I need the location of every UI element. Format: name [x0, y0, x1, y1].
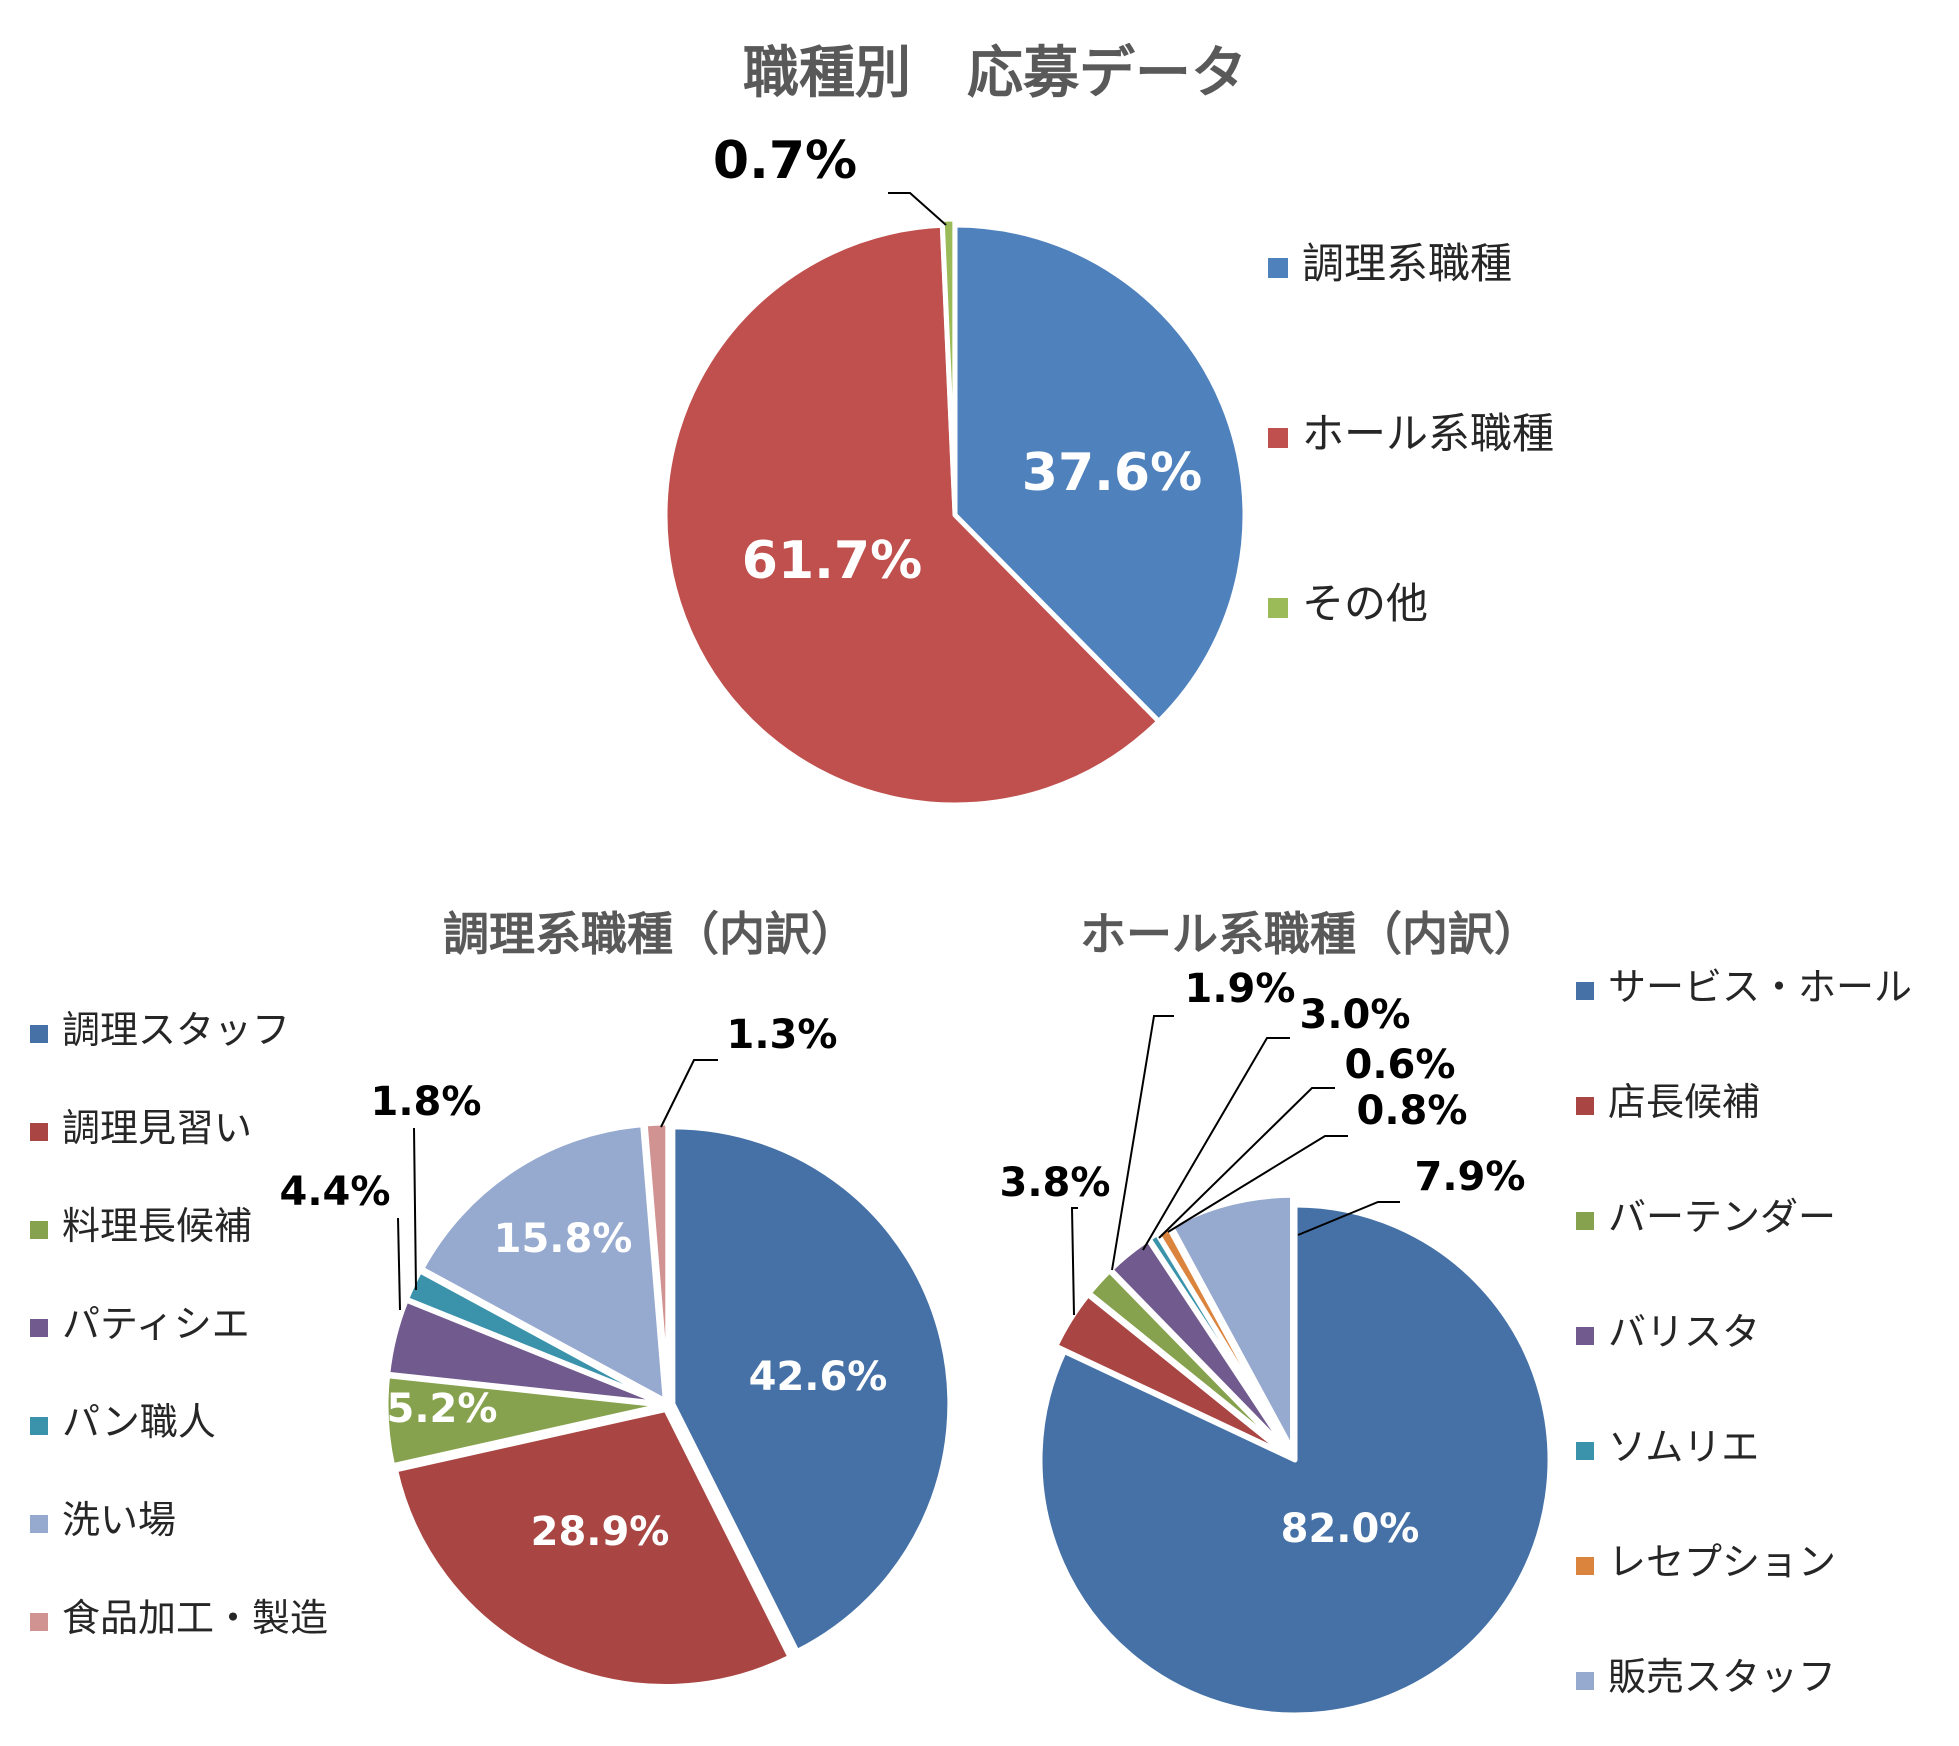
legend-label-3: その他	[1302, 579, 1428, 628]
legend-swatch-1	[30, 1025, 48, 1043]
legend-label-5: ソムリエ	[1608, 1425, 1759, 1469]
legend-label-4: パティシエ	[62, 1302, 250, 1346]
pie-slice-1	[952, 222, 1248, 724]
data-label-1: 37.6%	[1022, 443, 1202, 503]
chart-kitchen-title: 調理系職種（内訳）	[443, 907, 857, 961]
legend-label-6: レセプション	[1608, 1540, 1836, 1584]
data-label-6: 0.8%	[1357, 1088, 1468, 1134]
data-label-3: 1.9%	[1185, 966, 1296, 1012]
leader-line-3	[888, 192, 947, 226]
chart-hall-title: ホール系職種（内訳）	[1080, 907, 1540, 961]
leader-line-7	[660, 1059, 718, 1128]
chart-kitchen: 調理系職種（内訳） 42.6% 28.9% 5.2% 4.4% 1.8% 15.8% 1.3…	[30, 907, 953, 1689]
legend-label-5: パン職人	[62, 1400, 216, 1444]
legend-swatch-6	[30, 1515, 48, 1533]
legend-label-7: 食品加工・製造	[62, 1596, 328, 1640]
legend-swatch-7	[1576, 1672, 1594, 1690]
chart-hall-slices	[1037, 1192, 1553, 1718]
legend-swatch-2	[1268, 428, 1288, 448]
legend-swatch-5	[1576, 1442, 1594, 1460]
legend-swatch-2	[1576, 1097, 1594, 1115]
pie-slice-1	[1037, 1202, 1553, 1718]
legend-label-7: 販売スタッフ	[1608, 1655, 1836, 1699]
legend-label-3: 料理長候補	[62, 1204, 252, 1248]
leader-line-5	[1158, 1087, 1335, 1239]
leader-line-2	[1070, 1207, 1078, 1316]
chart-kitchen-slices	[383, 1120, 953, 1689]
pie-slice-7	[1168, 1192, 1296, 1453]
data-label-1: 82.0%	[1281, 1506, 1420, 1552]
legend-swatch-5	[30, 1417, 48, 1435]
data-label-4: 4.4%	[280, 1169, 391, 1215]
legend-swatch-3	[1268, 598, 1288, 618]
data-label-3: 5.2%	[387, 1386, 498, 1432]
legend-swatch-1	[1268, 258, 1288, 278]
data-label-7: 7.9%	[1415, 1154, 1526, 1200]
data-label-2: 28.9%	[531, 1509, 670, 1555]
legend-label-1: 調理系職種	[1302, 239, 1512, 288]
legend-swatch-7	[30, 1613, 48, 1631]
legend-label-6: 洗い場	[62, 1498, 176, 1542]
pie-slice-7	[642, 1120, 671, 1403]
leader-line-6	[1167, 1135, 1348, 1233]
pie-slice-5	[404, 1268, 666, 1406]
data-label-2: 61.7%	[742, 531, 922, 591]
pie-slice-6	[419, 1122, 668, 1404]
chart-main-slices	[662, 216, 1248, 808]
data-label-5: 1.8%	[371, 1079, 482, 1125]
data-label-6: 15.8%	[494, 1216, 633, 1262]
pie-slice-2	[393, 1407, 793, 1689]
data-label-4: 3.0%	[1300, 992, 1411, 1038]
pie-slice-6	[1154, 1224, 1293, 1454]
leader-line-7	[1297, 1201, 1400, 1236]
pie-slice-3	[939, 216, 958, 512]
legend-swatch-4	[30, 1319, 48, 1337]
legend-swatch-6	[1576, 1557, 1594, 1575]
data-label-1: 42.6%	[749, 1354, 888, 1400]
pie-slice-2	[662, 222, 1162, 808]
data-label-5: 0.6%	[1345, 1042, 1456, 1088]
legend-swatch-3	[1576, 1212, 1594, 1230]
legend-swatch-2	[30, 1123, 48, 1141]
data-label-2: 3.8%	[1000, 1160, 1111, 1206]
legend-label-2: 調理見習い	[62, 1106, 252, 1150]
legend-label-1: サービス・ホール	[1608, 965, 1912, 1009]
chart-main-title: 職種別 応募データ	[743, 41, 1247, 106]
legend-swatch-4	[1576, 1327, 1594, 1345]
legend-label-1: 調理スタッフ	[62, 1008, 290, 1052]
leader-line-3	[1111, 1015, 1174, 1271]
chart-main-labels: 37.6% 61.7% 0.7%	[713, 131, 1202, 591]
leader-line-4	[397, 1217, 401, 1311]
legend-swatch-3	[30, 1221, 48, 1239]
legend-label-4: バリスタ	[1608, 1310, 1760, 1354]
data-label-3: 0.7%	[713, 131, 857, 191]
legend-label-2: 店長候補	[1608, 1080, 1760, 1124]
chart-hall-labels: 82.0% 3.8% 1.9%3.0%0.6%0.8% 7.9%	[1000, 966, 1526, 1552]
chart-hall: ホール系職種（内訳） 82.0% 3.8% 1.9%3.0%0.6%0.8% 7.9%…	[1000, 907, 1912, 1718]
pie-slice-1	[670, 1124, 953, 1654]
leader-line-5	[413, 1127, 417, 1291]
legend-swatch-1	[1576, 982, 1594, 1000]
legend-label-2: ホール系職種	[1302, 409, 1554, 458]
legend-label-3: バーテンダー	[1608, 1195, 1836, 1239]
leader-line-4	[1142, 1037, 1290, 1251]
data-label-7: 1.3%	[727, 1012, 838, 1058]
chart-kitchen-labels: 42.6% 28.9% 5.2% 4.4% 1.8% 15.8% 1.3%	[280, 1012, 888, 1555]
